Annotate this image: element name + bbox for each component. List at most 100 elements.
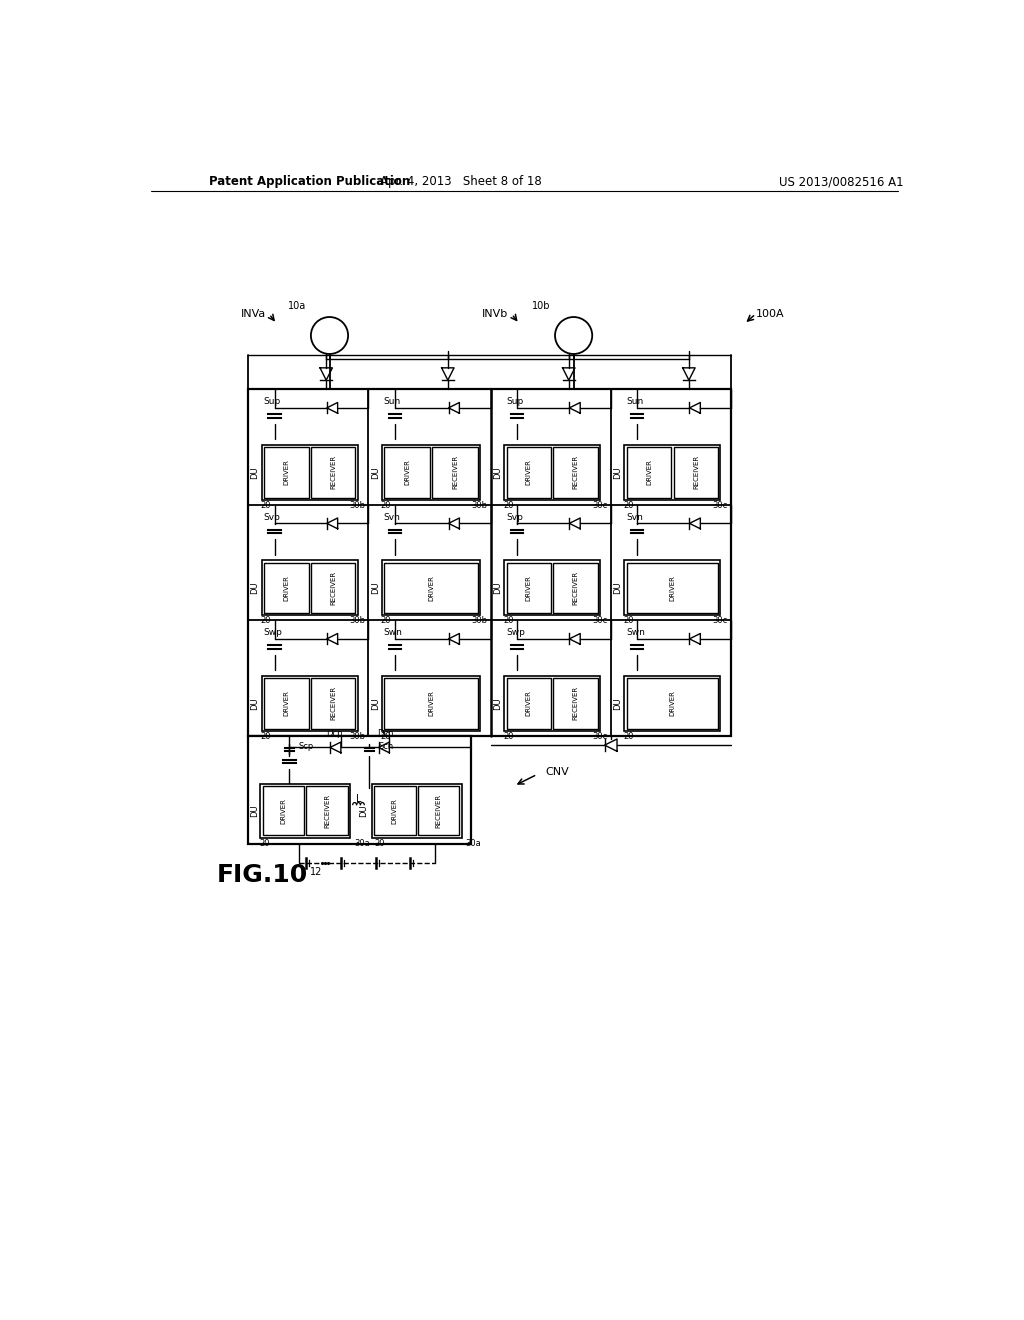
Bar [418, 785, 460, 836]
Bar [260, 784, 350, 838]
Text: DRIVER: DRIVER [526, 459, 531, 486]
Bar [311, 562, 355, 612]
Bar [262, 560, 357, 615]
Bar [507, 447, 551, 498]
Text: DRIVER: DRIVER [392, 797, 398, 824]
Text: DRIVER: DRIVER [428, 690, 434, 717]
Text: Svp: Svp [263, 512, 281, 521]
Circle shape [311, 317, 348, 354]
Text: Patent Application Publication: Patent Application Publication [209, 176, 411, 187]
Bar [627, 447, 672, 498]
Text: RECEIVER: RECEIVER [330, 686, 336, 721]
Bar [384, 447, 430, 498]
Text: DU: DU [494, 582, 502, 594]
Bar [248, 737, 471, 843]
Text: 100A: 100A [756, 309, 784, 319]
Text: DRIVER: DRIVER [526, 690, 531, 717]
Text: DU: DU [359, 804, 369, 817]
Text: 20: 20 [624, 731, 634, 741]
Text: RECEIVER: RECEIVER [572, 455, 579, 490]
Text: 20: 20 [260, 500, 271, 510]
Text: RECEIVER: RECEIVER [435, 793, 441, 828]
Text: RECEIVER: RECEIVER [330, 455, 336, 490]
Bar [384, 562, 477, 612]
Text: 20: 20 [381, 500, 391, 510]
Text: 20: 20 [503, 616, 514, 626]
Text: 20: 20 [381, 731, 391, 741]
Bar [382, 560, 480, 615]
Bar [262, 445, 357, 500]
Bar [504, 445, 600, 500]
Text: DU: DU [494, 697, 502, 710]
Bar [262, 676, 357, 731]
Text: DRIVER: DRIVER [526, 576, 531, 601]
Text: DU: DU [371, 466, 380, 479]
Bar [627, 678, 718, 729]
Text: DU: DU [251, 697, 260, 710]
Text: DRIVER: DRIVER [281, 797, 287, 824]
Bar [248, 389, 731, 737]
Text: L: L [355, 795, 361, 804]
Text: Sun: Sun [627, 397, 643, 407]
Text: SM: SM [564, 330, 583, 341]
Text: Dcn: Dcn [377, 729, 394, 738]
Bar [262, 785, 304, 836]
Text: RECEIVER: RECEIVER [330, 570, 336, 605]
Text: DU: DU [250, 804, 259, 817]
Text: 20: 20 [260, 731, 271, 741]
Bar [554, 562, 598, 612]
Text: RECEIVER: RECEIVER [452, 455, 458, 490]
Text: INVb: INVb [481, 309, 508, 319]
Text: Swp: Swp [263, 628, 283, 638]
Text: DU: DU [613, 582, 623, 594]
Text: DRIVER: DRIVER [670, 576, 676, 601]
Text: Scp: Scp [299, 742, 314, 751]
Text: DRIVER: DRIVER [670, 690, 676, 717]
Text: 20: 20 [381, 616, 391, 626]
Text: DRIVER: DRIVER [284, 690, 290, 717]
Text: Sup: Sup [506, 397, 523, 407]
Text: 20: 20 [624, 616, 634, 626]
Text: DU: DU [613, 697, 623, 710]
Text: DU: DU [251, 582, 260, 594]
Text: Svn: Svn [627, 512, 643, 521]
Text: Dcp: Dcp [326, 729, 342, 738]
Text: DU: DU [371, 582, 380, 594]
Text: 10a: 10a [288, 301, 306, 312]
Bar [311, 678, 355, 729]
Text: RECEIVER: RECEIVER [572, 570, 579, 605]
Bar [674, 447, 718, 498]
Text: 20: 20 [260, 616, 271, 626]
Bar [264, 678, 308, 729]
Bar [625, 445, 721, 500]
Bar [554, 447, 598, 498]
Bar [264, 562, 308, 612]
Text: 30c: 30c [593, 500, 607, 510]
Bar [306, 785, 348, 836]
Text: Swn: Swn [384, 628, 402, 638]
Text: Sup: Sup [263, 397, 281, 407]
Text: 12: 12 [310, 867, 323, 878]
Text: Svp: Svp [506, 512, 523, 521]
Text: DU: DU [613, 466, 623, 479]
Text: DU: DU [494, 466, 502, 479]
Text: 30c: 30c [593, 616, 607, 626]
Text: 30b: 30b [349, 616, 366, 626]
Text: DRIVER: DRIVER [428, 576, 434, 601]
Text: Apr. 4, 2013   Sheet 8 of 18: Apr. 4, 2013 Sheet 8 of 18 [380, 176, 542, 187]
Text: DRIVER: DRIVER [284, 576, 290, 601]
Text: Sun: Sun [384, 397, 401, 407]
Text: 30c: 30c [713, 616, 728, 626]
Text: 30c: 30c [713, 500, 728, 510]
Text: Svn: Svn [384, 512, 400, 521]
Text: DRIVER: DRIVER [284, 459, 290, 486]
Text: 20: 20 [374, 840, 385, 847]
Bar [384, 678, 477, 729]
Bar [432, 447, 477, 498]
Bar [625, 676, 721, 731]
Text: DU: DU [251, 466, 260, 479]
Text: US 2013/0082516 A1: US 2013/0082516 A1 [779, 176, 903, 187]
Bar [374, 785, 416, 836]
Text: Swp: Swp [506, 628, 525, 638]
Bar [507, 562, 551, 612]
